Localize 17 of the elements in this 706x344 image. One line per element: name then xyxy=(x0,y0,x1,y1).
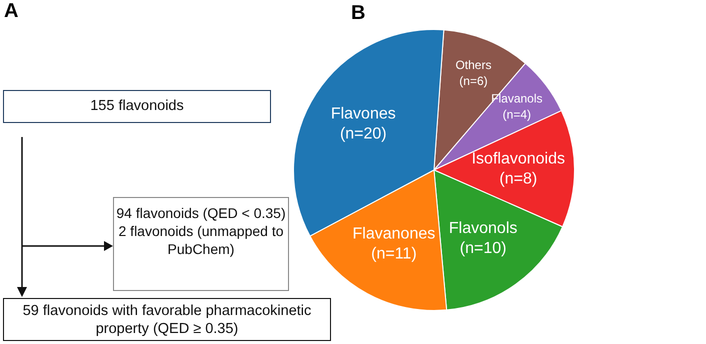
slice-label: Others xyxy=(455,58,492,72)
slice-label: Flavonols xyxy=(448,220,518,237)
text: 2 flavonoids (unmapped to PubChem) xyxy=(118,223,284,257)
chart-title: B xyxy=(351,2,366,25)
data-label: (n=20) xyxy=(340,126,387,143)
slice-label: Isoflavonoids xyxy=(472,150,565,168)
text: 59 flavonoids with favorable pharmacokinetic property (QED ≥ 0.35) xyxy=(3,298,331,341)
slice-label: Flavanones xyxy=(352,226,436,243)
data-label: (n=6) xyxy=(459,74,488,88)
text: 155 flavonoids xyxy=(3,90,271,123)
data-label: (n=10) xyxy=(460,240,506,257)
data-label: (n=8) xyxy=(499,170,538,188)
slice-label: Flavones xyxy=(330,106,396,123)
data-label: (n=4) xyxy=(502,107,532,122)
text: 94 flavonoids (QED < 0.35) xyxy=(116,205,286,221)
data-label: (n=11) xyxy=(371,246,417,263)
text: A xyxy=(4,0,18,23)
